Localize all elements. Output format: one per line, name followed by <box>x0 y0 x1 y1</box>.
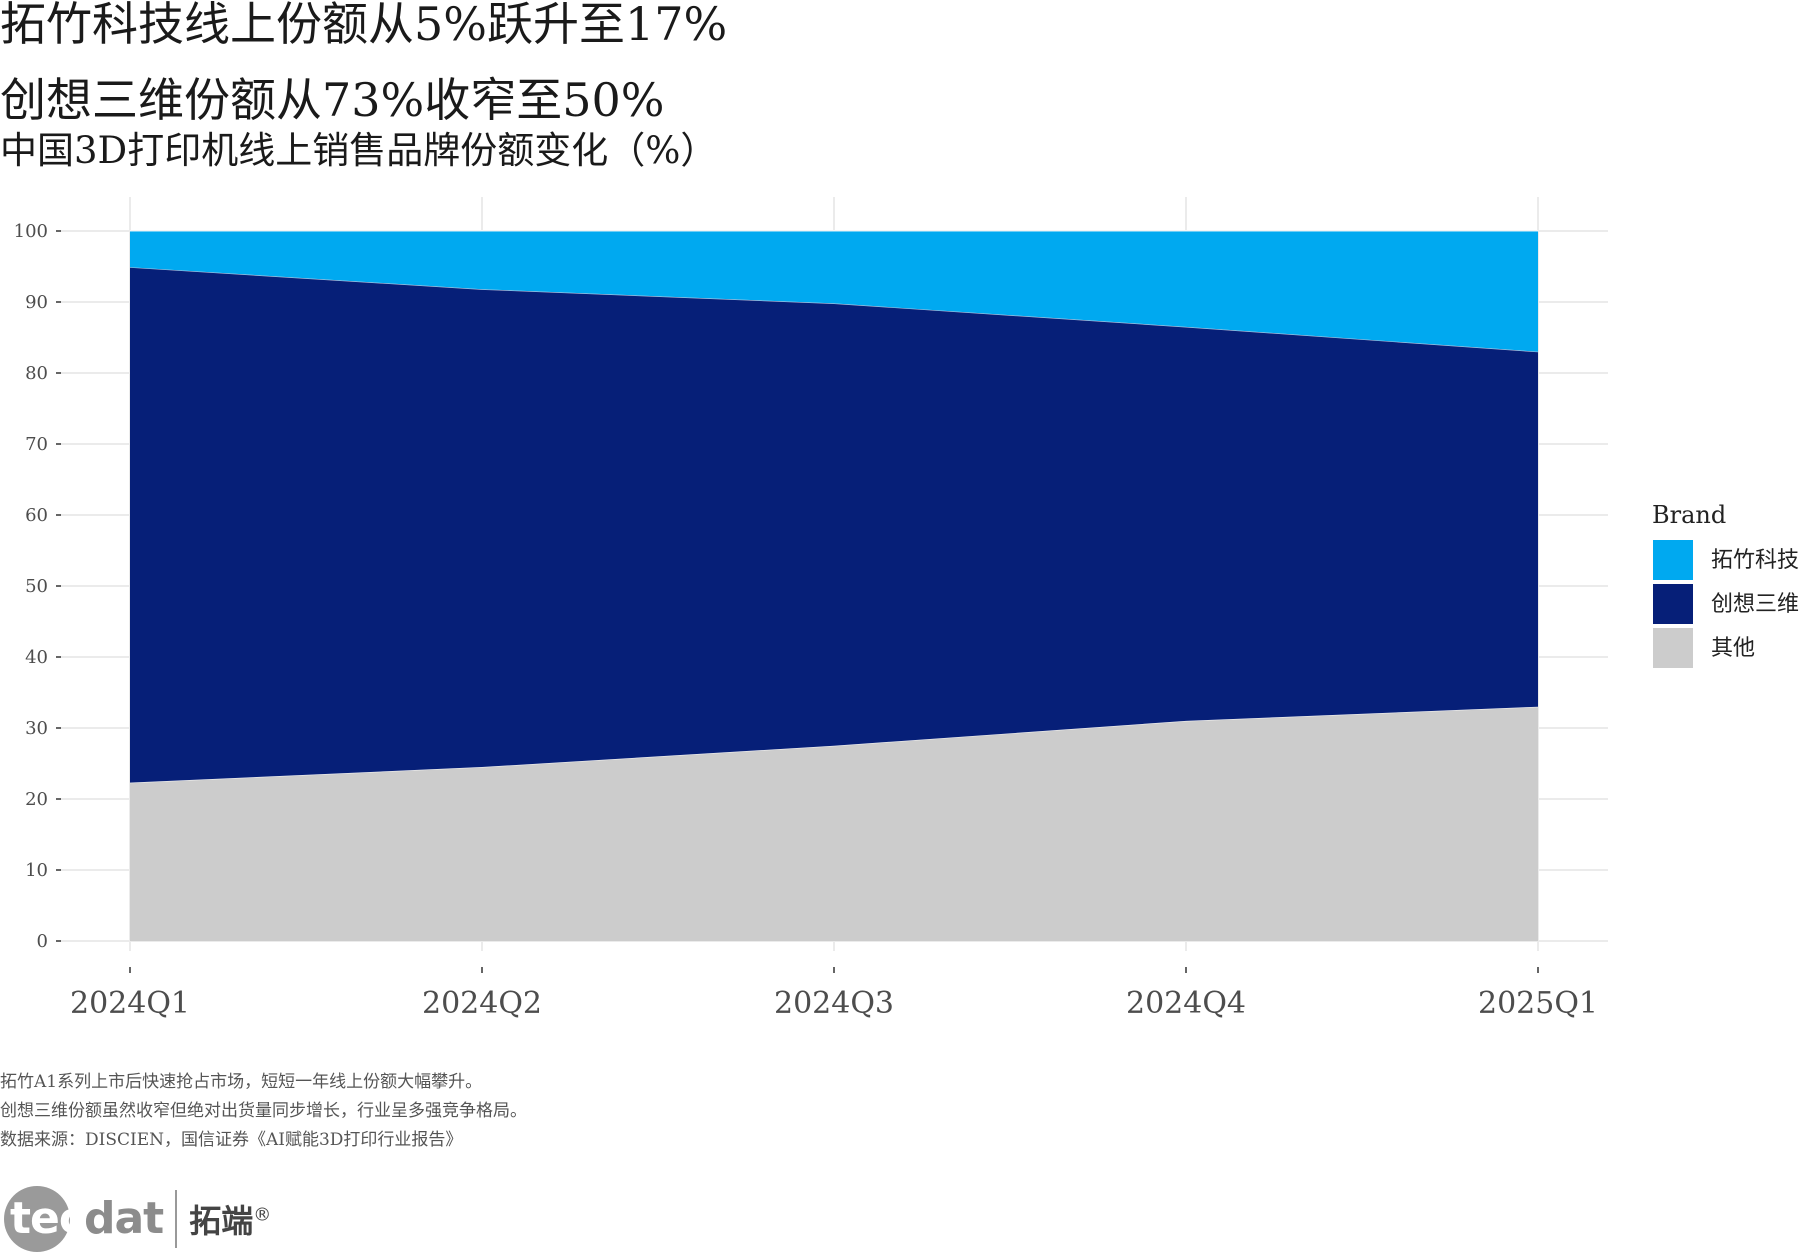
caption: 拓竹A1系列上市后快速抢占市场，短短一年线上份额大幅攀升。 创想三维份额虽然收窄… <box>0 1068 527 1155</box>
legend-swatch-创想三维 <box>1653 584 1693 624</box>
area-series-拓竹科技 <box>130 231 1538 352</box>
x-tick-label-2024Q3: 2024Q3 <box>774 986 894 1021</box>
legend-label-其他: 其他 <box>1711 636 1755 661</box>
x-tick-label-2024Q1: 2024Q1 <box>70 986 190 1021</box>
y-tick-label-100: 100 <box>14 221 48 242</box>
axis-layer: 0 10 20 30 40 50 60 70 80 90 100 2024Q1 2024Q2 2024Q3… <box>14 221 1598 1021</box>
logo-wordmark: tecdat <box>4 1182 164 1256</box>
logo-separator <box>175 1190 178 1248</box>
y-tick-label-90: 90 <box>25 292 48 313</box>
area-series-创想三维 <box>130 267 1538 783</box>
y-tick-label-70: 70 <box>25 434 48 455</box>
legend-label-创想三维: 创想三维 <box>1711 592 1799 617</box>
y-tick-label-60: 60 <box>25 505 48 526</box>
logo-wordmark-part2: dat <box>83 1193 164 1244</box>
registered-mark: ® <box>253 1204 272 1226</box>
y-tick-label-50: 50 <box>25 576 48 597</box>
legend-swatch-拓竹科技 <box>1653 540 1693 580</box>
y-tick-label-20: 20 <box>25 789 48 810</box>
caption-line1: 拓竹A1系列上市后快速抢占市场，短短一年线上份额大幅攀升。 <box>0 1072 483 1092</box>
area-layer <box>129 230 1539 941</box>
legend-title: Brand <box>1652 501 1726 529</box>
area-series-其他 <box>130 706 1538 941</box>
logo-circle <box>4 1186 70 1252</box>
y-tick-label-40: 40 <box>25 647 48 668</box>
legend-label-拓竹科技: 拓竹科技 <box>1711 548 1799 573</box>
logo-wordmark-part1: tec <box>10 1193 85 1244</box>
tecdat-logo: tecdat 拓端® <box>4 1182 271 1256</box>
chart-title-line2: 创想三维份额从73%收窄至50% <box>0 73 665 127</box>
x-tick-label-2024Q4: 2024Q4 <box>1126 986 1246 1021</box>
stacked-area-chart: 0 10 20 30 40 50 60 70 80 90 100 2024Q1 2024Q2 2024Q3… <box>14 197 1799 1021</box>
x-tick-label-2024Q2: 2024Q2 <box>422 986 542 1021</box>
y-tick-label-30: 30 <box>25 718 48 739</box>
x-tick-label-2025Q1: 2025Q1 <box>1478 986 1598 1021</box>
legend-swatch-其他 <box>1653 628 1693 668</box>
caption-line3: 数据来源：DISCIEN，国信证券《AI赋能3D打印行业报告》 <box>0 1130 463 1150</box>
logo-cn-text: 拓端 <box>189 1202 254 1240</box>
y-tick-label-0: 0 <box>37 931 48 952</box>
chart-subtitle: 中国3D打印机线上销售品牌份额变化（%） <box>0 129 718 172</box>
chart-title-line1: 拓竹科技线上份额从5%跃升至17% <box>0 0 728 51</box>
y-tick-label-80: 80 <box>25 363 48 384</box>
caption-line2: 创想三维份额虽然收窄但绝对出货量同步增长，行业呈多强竞争格局。 <box>0 1101 527 1121</box>
logo-chinese-name: 拓端® <box>189 1196 271 1242</box>
y-tick-label-10: 10 <box>25 860 48 881</box>
